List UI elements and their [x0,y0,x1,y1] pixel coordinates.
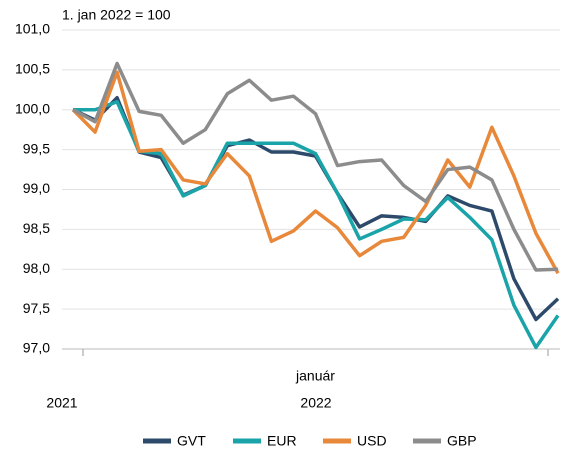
series-line [71,70,560,275]
y-tick-label: 98,0 [23,260,50,276]
year-label: 2021 [46,395,77,411]
y-tick-label: 97,0 [23,340,50,356]
y-tick-label: 100,0 [15,100,50,116]
y-tick-label: 98,5 [23,220,50,236]
series-line [72,96,560,322]
y-tick-label: 99,5 [23,140,50,156]
y-tick-label: 99,0 [23,180,50,196]
series-line [72,61,559,272]
legend-label: GBP [447,433,477,449]
y-tick-label: 97,5 [23,300,50,316]
y-tick-label: 100,5 [15,61,50,77]
legend-label: USD [357,433,387,449]
year-label: 2022 [300,395,331,411]
x-tick-label: január [295,368,335,384]
legend-label: GVT [177,433,206,449]
legend-label: EUR [267,433,297,449]
annotation: 1. jan 2022 = 100 [62,7,171,23]
y-tick-label: 101,0 [15,21,50,37]
series-line [73,100,560,350]
